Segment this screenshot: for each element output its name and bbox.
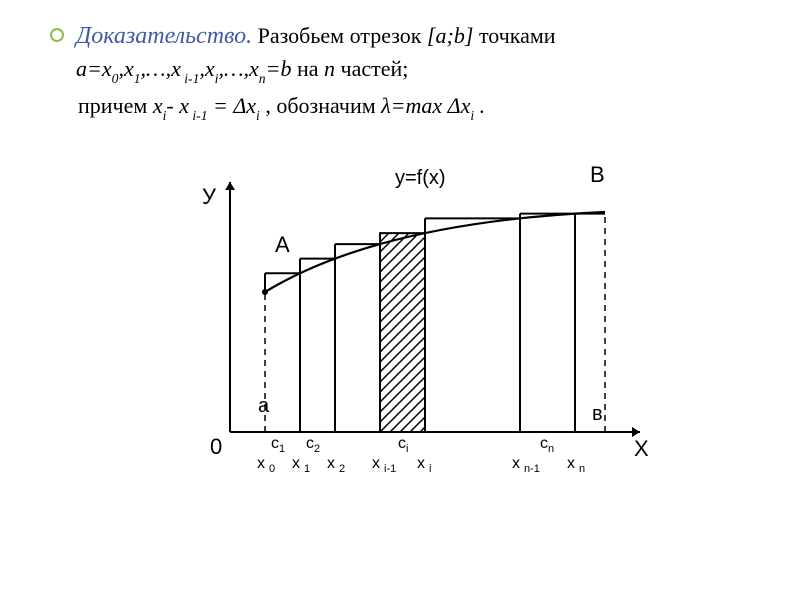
svg-text:x: x [567, 455, 575, 472]
line2-si: i [215, 71, 219, 86]
line2-c3: ,x [199, 56, 214, 81]
line2-a: a=x [76, 56, 112, 81]
svg-text:У: У [202, 184, 217, 209]
line2-c4: ,…,x [218, 56, 258, 81]
line3-x1: x [153, 93, 163, 118]
svg-text:i-1: i-1 [384, 463, 396, 475]
svg-text:n: n [548, 443, 554, 455]
line3: причем xi- x i-1 = Δxi , обозначим λ=max… [78, 90, 770, 124]
svg-text:c: c [398, 435, 406, 452]
diagram-container: УХ0АВy=f(x)авx0c1x1c2x2xi-1cixixn-1cnxn [50, 152, 770, 482]
line2-s0: 0 [112, 71, 119, 86]
svg-text:n-1: n-1 [524, 463, 540, 475]
line1-p1: Разобьем отрезок [252, 23, 427, 48]
slide: Доказательство. Разобьем отрезок [a;b] т… [0, 0, 800, 600]
svg-text:x: x [257, 455, 265, 472]
svg-text:2: 2 [339, 463, 345, 475]
svg-text:0: 0 [210, 434, 222, 459]
svg-text:А: А [275, 232, 290, 257]
line1-bracket: [a;b] [427, 23, 473, 48]
svg-text:y=f(x): y=f(x) [395, 167, 446, 189]
line2-sn: n [259, 71, 266, 86]
line1-p2: точками [473, 23, 555, 48]
line3-pre: причем [78, 93, 153, 118]
line2-c2: ,…,x [141, 56, 181, 81]
heading-row: Доказательство. Разобьем отрезок [a;b] т… [50, 20, 770, 86]
svg-text:в: в [592, 403, 603, 425]
line2-eqb: =b [266, 56, 292, 81]
line3-si: i [163, 108, 167, 123]
svg-text:2: 2 [314, 443, 320, 455]
line3-eq: = Δx [208, 93, 257, 118]
line2-s1: 1 [134, 71, 141, 86]
integral-diagram: УХ0АВy=f(x)авx0c1x1c2x2xi-1cixixn-1cnxn [160, 152, 660, 482]
proof-word: Доказательство. [76, 23, 252, 49]
line2-c1: ,x [118, 56, 133, 81]
line2-rest: на [291, 56, 324, 81]
svg-text:c: c [306, 435, 314, 452]
svg-text:n: n [579, 463, 585, 475]
line3-dot: . [474, 93, 485, 118]
bullet-icon [50, 28, 64, 42]
svg-text:x: x [512, 455, 520, 472]
line3-comma: , обозначим [260, 93, 381, 118]
svg-text:0: 0 [269, 463, 275, 475]
svg-text:c: c [540, 435, 548, 452]
svg-text:x: x [417, 455, 425, 472]
svg-text:В: В [590, 162, 605, 187]
line3-si2: i [256, 108, 260, 123]
line3-lambda: λ=max Δx [381, 93, 470, 118]
svg-text:c: c [271, 435, 279, 452]
heading-text: Доказательство. Разобьем отрезок [a;b] т… [76, 20, 556, 86]
line3-minus: - x [166, 93, 189, 118]
svg-text:x: x [327, 455, 335, 472]
svg-text:x: x [292, 455, 300, 472]
svg-text:Х: Х [634, 436, 649, 461]
line2-parts: частей; [335, 56, 408, 81]
line2-n: n [324, 56, 335, 81]
svg-text:а: а [258, 395, 270, 417]
svg-text:x: x [372, 455, 380, 472]
svg-text:1: 1 [279, 443, 285, 455]
svg-text:i: i [429, 463, 431, 475]
line3-si3: i [470, 108, 474, 123]
line3-sim1: i-1 [189, 108, 208, 123]
line2-sim1: i-1 [181, 71, 200, 86]
svg-text:1: 1 [304, 463, 310, 475]
svg-text:i: i [406, 443, 408, 455]
